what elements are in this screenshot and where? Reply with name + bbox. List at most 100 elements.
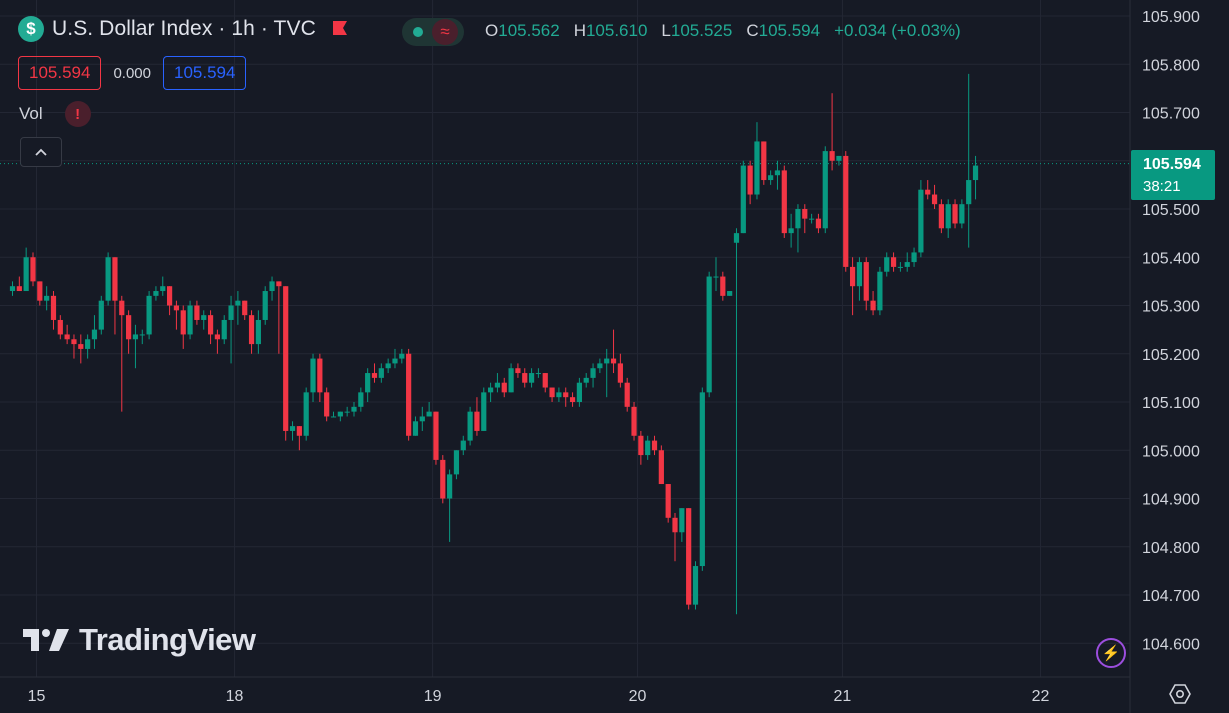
candle xyxy=(774,160,781,190)
candle xyxy=(788,213,794,248)
candle-body xyxy=(365,373,371,393)
time-tick-label: 22 xyxy=(1032,688,1050,705)
candle-body xyxy=(173,305,180,311)
candle-body xyxy=(781,170,787,234)
candle xyxy=(645,435,651,460)
candle xyxy=(399,348,405,364)
candle-body xyxy=(822,151,828,229)
candle xyxy=(406,348,412,441)
candle xyxy=(30,252,36,287)
candle xyxy=(85,334,91,359)
trade-row: 105.594 0.000 105.594 xyxy=(18,56,247,90)
lightning-icon[interactable]: ⚡ xyxy=(1096,638,1126,668)
price-tick-label: 105.200 xyxy=(1142,347,1200,364)
candle xyxy=(235,291,241,325)
candle-body xyxy=(617,363,623,383)
candle xyxy=(624,377,630,412)
candle-body xyxy=(624,382,630,407)
buy-button[interactable]: 105.594 xyxy=(163,56,247,90)
candle-body xyxy=(235,300,241,306)
candle xyxy=(508,363,514,393)
candle-body xyxy=(139,334,145,336)
warning-icon[interactable]: ! xyxy=(64,101,91,127)
candle-body xyxy=(9,286,16,292)
candle xyxy=(166,286,173,316)
chart-header: $ U.S. Dollar Index · 1h · TVC xyxy=(18,16,350,42)
candle xyxy=(378,363,384,383)
candle xyxy=(419,406,425,431)
candle-body xyxy=(904,262,910,267)
candle-body xyxy=(918,189,924,253)
candle-body xyxy=(283,286,289,431)
candle-body xyxy=(959,204,965,224)
candle xyxy=(447,469,453,542)
candle xyxy=(515,363,521,378)
candle-body xyxy=(98,300,104,330)
collapse-legend-button[interactable] xyxy=(20,137,62,167)
candle-body xyxy=(166,286,173,306)
candle-body xyxy=(194,305,200,320)
candle-body xyxy=(679,508,685,533)
dollar-icon: $ xyxy=(18,16,44,42)
candle xyxy=(194,300,200,325)
candle xyxy=(488,382,494,402)
candle-body xyxy=(863,262,869,301)
tradingview-watermark[interactable]: TradingView xyxy=(23,622,256,658)
candle-body xyxy=(248,315,255,345)
candle xyxy=(481,387,487,431)
price-axis: 105.900105.800105.700105.600105.500105.4… xyxy=(1142,9,1200,653)
candle xyxy=(440,455,446,504)
candle-body xyxy=(720,276,726,296)
candle-body xyxy=(877,271,883,311)
candle-body xyxy=(931,194,938,205)
candle-body xyxy=(727,291,733,296)
flag-icon[interactable] xyxy=(330,19,350,39)
candle-body xyxy=(371,373,378,378)
candle xyxy=(692,561,699,610)
candle-body xyxy=(344,411,350,413)
candle xyxy=(877,266,883,316)
candle-body xyxy=(740,165,746,234)
candle-body xyxy=(610,358,617,364)
market-status-toggle[interactable]: ≈ xyxy=(402,18,464,46)
sell-button[interactable]: 105.594 xyxy=(18,56,102,90)
candle-body xyxy=(426,411,432,417)
candle xyxy=(460,435,466,456)
candle xyxy=(522,368,528,388)
candle xyxy=(412,416,419,436)
candle-body xyxy=(57,319,63,335)
candle xyxy=(201,310,207,330)
current-price-value: 105.594 xyxy=(1143,156,1201,173)
candle xyxy=(57,315,63,340)
candle-body xyxy=(658,450,664,485)
candle-body xyxy=(412,421,419,436)
price-tick-label: 105.900 xyxy=(1142,9,1200,26)
candle xyxy=(296,426,302,451)
candle-body xyxy=(972,165,979,181)
candle-body xyxy=(64,334,70,340)
candle xyxy=(556,387,562,402)
candle-body xyxy=(706,276,712,393)
candle xyxy=(754,122,760,200)
candle xyxy=(802,204,808,234)
candle xyxy=(583,373,589,388)
candle-body xyxy=(214,334,220,340)
candle-body xyxy=(549,387,555,398)
volume-indicator[interactable]: Vol ! xyxy=(19,101,91,127)
candle xyxy=(911,247,917,267)
candle-body xyxy=(392,358,398,364)
candle-body xyxy=(337,411,343,417)
symbol-title[interactable]: U.S. Dollar Index · 1h · TVC xyxy=(52,17,316,40)
current-price-label: 105.594 38:21 xyxy=(1131,150,1215,200)
candle-body xyxy=(836,155,842,161)
candle-body xyxy=(645,440,651,456)
candle xyxy=(897,262,903,272)
candle xyxy=(180,305,186,349)
settings-icon[interactable] xyxy=(1168,682,1192,706)
candle xyxy=(959,199,965,229)
candle-body xyxy=(201,315,207,320)
candle-body xyxy=(44,295,50,301)
candle xyxy=(9,281,16,296)
candle xyxy=(686,508,692,610)
